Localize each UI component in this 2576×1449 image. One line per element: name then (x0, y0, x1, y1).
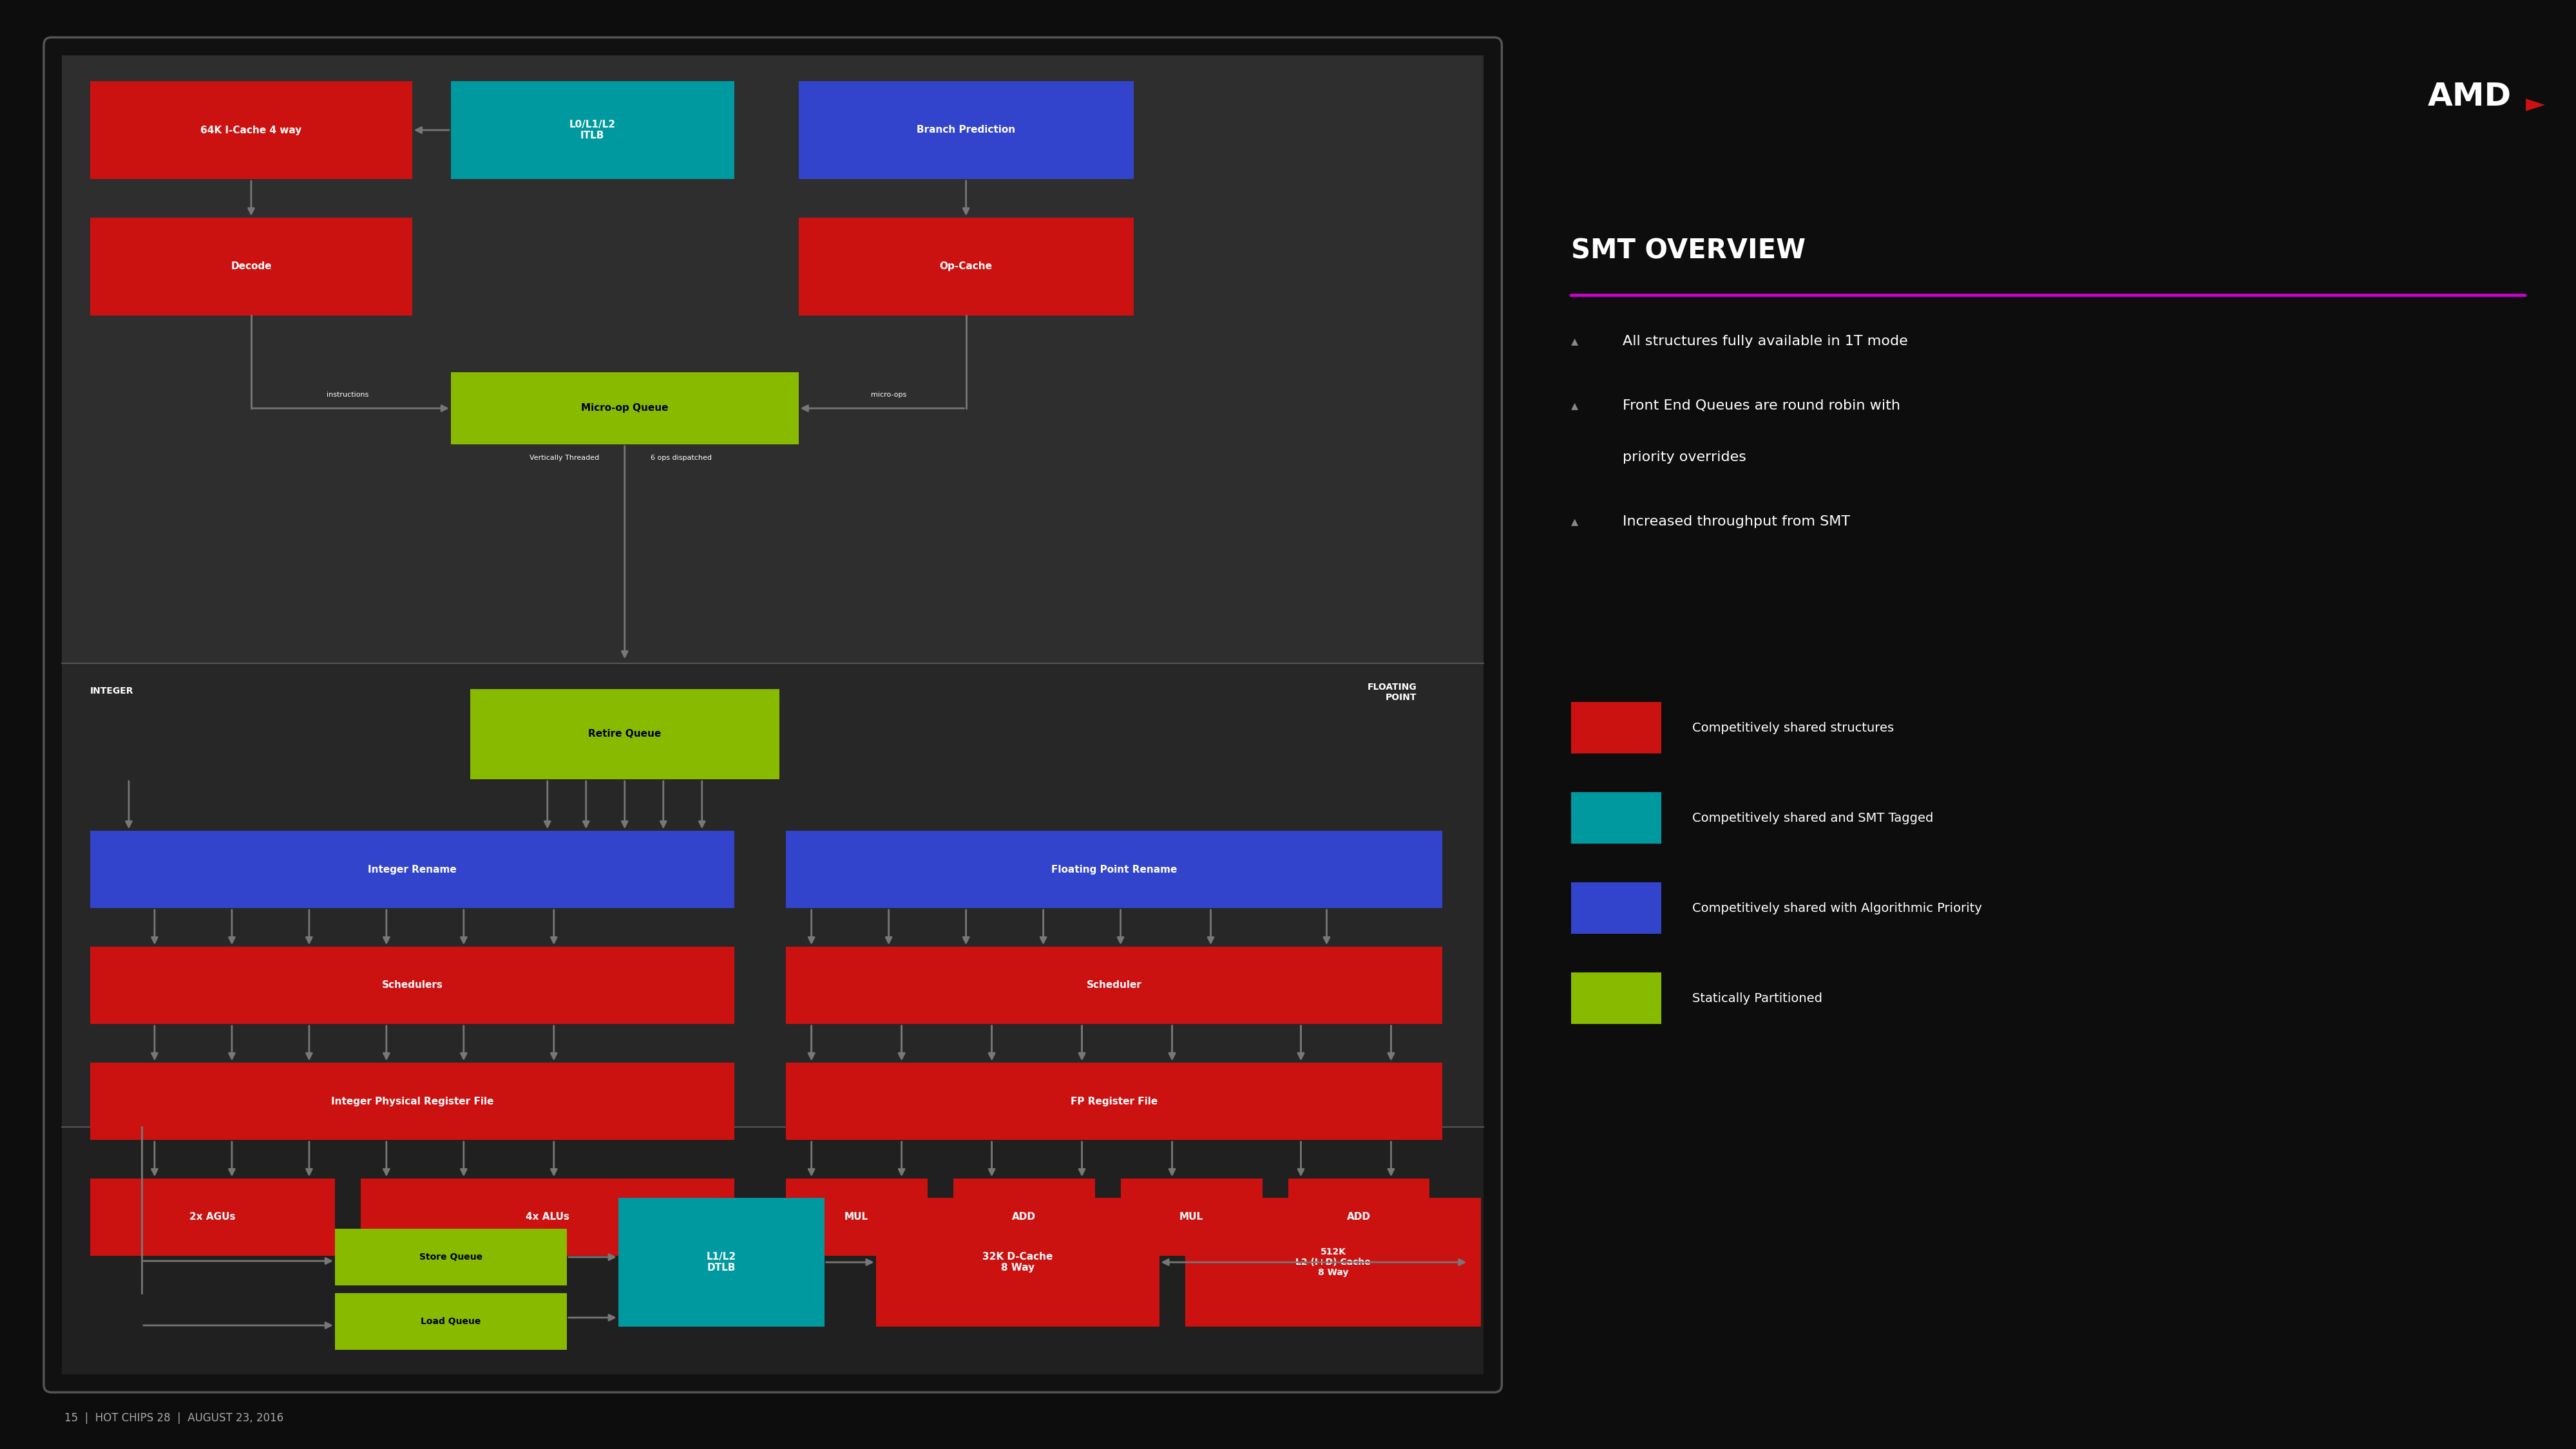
FancyBboxPatch shape (786, 946, 1443, 1024)
FancyBboxPatch shape (799, 217, 1133, 316)
FancyBboxPatch shape (335, 1293, 567, 1350)
FancyBboxPatch shape (90, 946, 734, 1024)
Text: Scheduler: Scheduler (1087, 981, 1141, 990)
Text: All structures fully available in 1T mode: All structures fully available in 1T mod… (1623, 335, 1909, 348)
Text: micro-ops: micro-ops (871, 391, 907, 398)
FancyBboxPatch shape (62, 55, 1484, 664)
FancyBboxPatch shape (62, 664, 1484, 1127)
Text: Competitively shared and SMT Tagged: Competitively shared and SMT Tagged (1692, 811, 1935, 824)
Text: Competitively shared with Algorithmic Priority: Competitively shared with Algorithmic Pr… (1692, 901, 1981, 914)
FancyBboxPatch shape (90, 1178, 335, 1256)
FancyBboxPatch shape (618, 1198, 824, 1327)
Text: Micro-op Queue: Micro-op Queue (582, 403, 667, 413)
Text: Decode: Decode (232, 262, 270, 271)
Text: ▴: ▴ (1571, 516, 1579, 527)
Text: FP Register File: FP Register File (1072, 1097, 1157, 1106)
FancyBboxPatch shape (451, 81, 734, 180)
FancyBboxPatch shape (90, 217, 412, 316)
FancyBboxPatch shape (1121, 1178, 1262, 1256)
Text: Load Queue: Load Queue (420, 1317, 482, 1326)
Text: Op-Cache: Op-Cache (940, 262, 992, 271)
FancyBboxPatch shape (786, 1178, 927, 1256)
Text: Integer Physical Register File: Integer Physical Register File (330, 1097, 495, 1106)
Text: Integer Rename: Integer Rename (368, 865, 456, 874)
Text: Schedulers: Schedulers (381, 981, 443, 990)
Text: ►: ► (2527, 93, 2545, 116)
FancyBboxPatch shape (1571, 701, 1662, 753)
Text: 4x ALUs: 4x ALUs (526, 1213, 569, 1222)
FancyBboxPatch shape (786, 830, 1443, 909)
FancyBboxPatch shape (1288, 1178, 1430, 1256)
Text: MUL: MUL (845, 1213, 868, 1222)
Text: instructions: instructions (327, 391, 368, 398)
FancyBboxPatch shape (1571, 793, 1662, 843)
Text: Increased throughput from SMT: Increased throughput from SMT (1623, 516, 1850, 527)
Text: ADD: ADD (1347, 1213, 1370, 1222)
Text: 512K
L2 (I+D) Cache
8 Way: 512K L2 (I+D) Cache 8 Way (1296, 1248, 1370, 1277)
Text: 32K D-Cache
8 Way: 32K D-Cache 8 Way (981, 1252, 1054, 1272)
Text: L0/L1/L2
ITLB: L0/L1/L2 ITLB (569, 120, 616, 141)
FancyBboxPatch shape (799, 81, 1133, 180)
Text: SMT OVERVIEW: SMT OVERVIEW (1571, 238, 1806, 265)
FancyBboxPatch shape (361, 1178, 734, 1256)
Text: Vertically Threaded: Vertically Threaded (528, 455, 600, 461)
FancyBboxPatch shape (90, 830, 734, 909)
Text: MUL: MUL (1180, 1213, 1203, 1222)
FancyBboxPatch shape (451, 372, 799, 445)
FancyBboxPatch shape (1571, 882, 1662, 933)
Text: AMD: AMD (2427, 81, 2512, 112)
FancyBboxPatch shape (953, 1178, 1095, 1256)
FancyBboxPatch shape (44, 38, 1502, 1392)
FancyBboxPatch shape (786, 1062, 1443, 1140)
FancyBboxPatch shape (90, 81, 412, 180)
Text: ADD: ADD (1012, 1213, 1036, 1222)
Text: Statically Partitioned: Statically Partitioned (1692, 993, 1824, 1004)
Text: L1/L2
DTLB: L1/L2 DTLB (706, 1252, 737, 1272)
Text: priority overrides: priority overrides (1623, 451, 1747, 464)
Text: Retire Queue: Retire Queue (587, 729, 662, 739)
Text: ▴: ▴ (1571, 335, 1579, 348)
FancyBboxPatch shape (1185, 1198, 1481, 1327)
FancyBboxPatch shape (876, 1198, 1159, 1327)
Text: 64K I-Cache 4 way: 64K I-Cache 4 way (201, 125, 301, 135)
Text: Front End Queues are round robin with: Front End Queues are round robin with (1623, 400, 1901, 412)
FancyBboxPatch shape (471, 690, 781, 780)
FancyBboxPatch shape (1571, 972, 1662, 1024)
Text: Branch Prediction: Branch Prediction (917, 125, 1015, 135)
Text: 15  |  HOT CHIPS 28  |  AUGUST 23, 2016: 15 | HOT CHIPS 28 | AUGUST 23, 2016 (64, 1413, 283, 1424)
FancyBboxPatch shape (90, 1062, 734, 1140)
FancyBboxPatch shape (62, 1127, 1484, 1374)
Text: Competitively shared structures: Competitively shared structures (1692, 722, 1893, 733)
Text: ▴: ▴ (1571, 400, 1579, 412)
Text: FLOATING
POINT: FLOATING POINT (1368, 682, 1417, 703)
Text: Floating Point Rename: Floating Point Rename (1051, 865, 1177, 874)
Text: INTEGER: INTEGER (90, 687, 134, 696)
Text: 2x AGUs: 2x AGUs (191, 1213, 234, 1222)
Text: Store Queue: Store Queue (420, 1252, 482, 1262)
Text: 6 ops dispatched: 6 ops dispatched (652, 455, 711, 461)
FancyBboxPatch shape (335, 1229, 567, 1285)
